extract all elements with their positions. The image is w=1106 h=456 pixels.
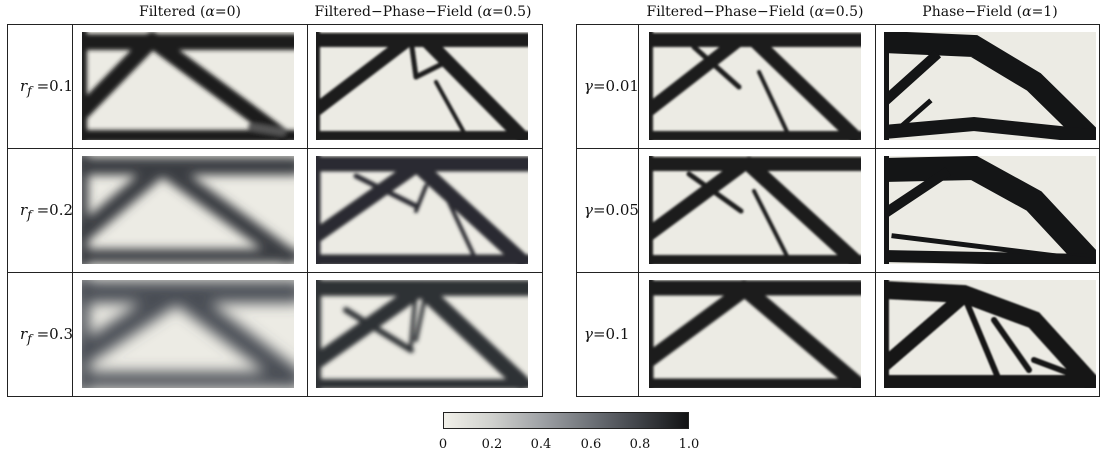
- colorbar-tick-0.8: 0.8: [629, 437, 651, 452]
- colorbar-tick-0: 0: [438, 437, 448, 452]
- row-label-gamma-0.01: γ=0.01: [584, 77, 639, 95]
- topology-image-filtered-rf-0.2: [82, 156, 294, 264]
- colorbar-tick-0.2: 0.2: [481, 437, 503, 452]
- row-label-rf-0.2: rf =0.2: [20, 201, 74, 222]
- topology-image-filtered-phase-field-gamma-0.01: [649, 32, 861, 140]
- topology-image-filtered-phase-field-gamma-0.1: [649, 280, 861, 388]
- left-row-divider: [8, 148, 542, 149]
- column-title-filtered-phase-field-right: Filtered−Phase−Field (α=0.5): [646, 4, 864, 20]
- row-label-gamma-0.05: γ=0.05: [584, 201, 639, 219]
- topology-image-phase-field-gamma-0.1: [884, 280, 1096, 388]
- colorbar-tick-0.6: 0.6: [580, 437, 602, 452]
- topology-image-filtered-phase-field-rf-0.1: [316, 32, 528, 140]
- left-column-divider: [307, 25, 308, 396]
- topology-image-filtered-phase-field-rf-0.2: [316, 156, 528, 264]
- right-row-divider: [577, 148, 1099, 149]
- topology-image-phase-field-gamma-0.01: [884, 32, 1096, 140]
- topology-image-phase-field-gamma-0.05: [884, 156, 1096, 264]
- colorbar-tick-1.0: 1.0: [678, 437, 700, 452]
- left-label-divider: [72, 25, 73, 396]
- row-label-gamma-0.1: γ=0.1: [584, 325, 630, 343]
- column-title-filtered: Filtered (α=0): [138, 4, 241, 20]
- row-label-rf-0.3: rf =0.3: [20, 325, 74, 346]
- right-row-divider: [577, 272, 1099, 273]
- colorbar-tick-0.4: 0.4: [530, 437, 552, 452]
- row-label-rf-0.1: rf =0.1: [20, 77, 74, 98]
- colorbar: [443, 412, 689, 429]
- topology-image-filtered-rf-0.1: [82, 32, 294, 140]
- left-row-divider: [8, 272, 542, 273]
- right-column-divider: [875, 25, 876, 396]
- right-label-divider: [638, 25, 639, 396]
- topology-image-filtered-phase-field-gamma-0.05: [649, 156, 861, 264]
- topology-image-filtered-phase-field-rf-0.3: [316, 280, 528, 388]
- column-title-filtered-phase-field-left: Filtered−Phase−Field (α=0.5): [314, 4, 532, 20]
- topology-image-filtered-rf-0.3: [82, 280, 294, 388]
- column-title-phase-field: Phase−Field (α=1): [922, 4, 1058, 20]
